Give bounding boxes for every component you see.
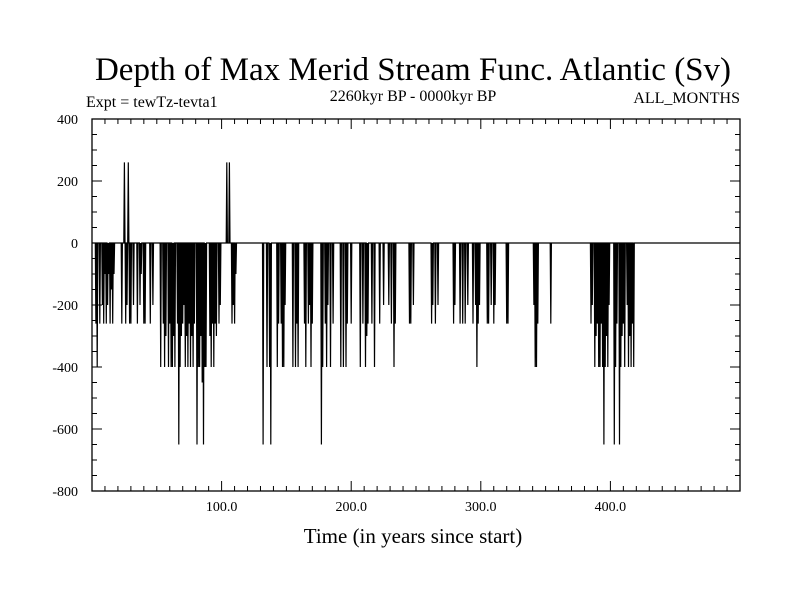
y-tick-label: 400 bbox=[57, 113, 78, 128]
x-tick-label: 100.0 bbox=[206, 500, 238, 515]
series-line bbox=[92, 162, 740, 445]
plot-frame bbox=[91, 118, 741, 492]
x-tick-label: 400.0 bbox=[595, 500, 627, 515]
chart-title: Depth of Max Merid Stream Func. Atlantic… bbox=[95, 52, 731, 88]
x-tick-label: 200.0 bbox=[335, 500, 367, 515]
experiment-label: Expt = tewTz-tevta1 bbox=[86, 94, 218, 111]
tick-labels: 100.0 200.0 300.0 400.0 400 200 0 -200 -400 -600 -… bbox=[52, 113, 626, 515]
months-label: ALL_MONTHS bbox=[633, 90, 740, 107]
x-tick-label: 300.0 bbox=[465, 500, 497, 515]
y-tick-label: -800 bbox=[52, 485, 78, 500]
y-tick-label: 200 bbox=[57, 175, 78, 190]
y-tick-label: -600 bbox=[52, 423, 78, 438]
y-tick-label: -400 bbox=[52, 361, 78, 376]
x-axis-label: Time (in years since start) bbox=[304, 524, 523, 548]
date-range-label: 2260kyr BP - 0000kyr BP bbox=[330, 88, 497, 105]
tick-marks bbox=[92, 119, 740, 491]
y-tick-label: 0 bbox=[71, 237, 78, 252]
y-tick-label: -200 bbox=[52, 299, 78, 314]
